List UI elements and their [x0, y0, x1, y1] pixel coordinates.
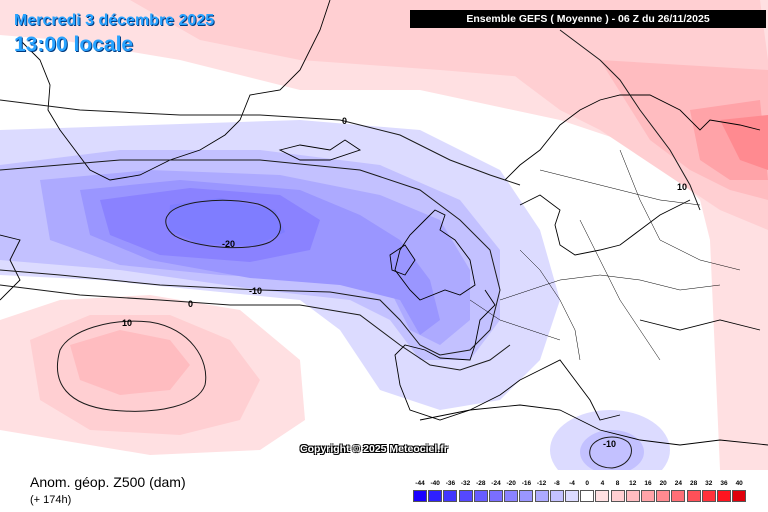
legend-swatch: [671, 490, 686, 502]
legend-swatch: [443, 490, 458, 502]
legend-swatch: [656, 490, 671, 502]
coastlines: [0, 0, 768, 446]
model-run-banner: Ensemble GEFS ( Moyenne ) - 06 Z du 26/1…: [410, 10, 766, 28]
legend-swatch: [732, 490, 747, 502]
legend-value: -40: [430, 480, 440, 487]
legend-swatch: [489, 490, 503, 502]
legend-swatch: [641, 490, 655, 502]
geopotential-anomaly-map: 0 -20 -10 0 10 10 -10: [0, 0, 768, 470]
legend-value: 24: [674, 480, 682, 487]
isoline-minus-10: [0, 159, 501, 356]
legend-swatch: [701, 490, 716, 502]
legend-value: 40: [735, 480, 743, 487]
legend-swatch: [473, 490, 488, 502]
legend-swatch: [519, 490, 534, 502]
legend-swatch: [717, 490, 731, 502]
isoline-label: -10: [249, 286, 262, 296]
lead-time: (+ 174h): [30, 494, 72, 506]
legend-value: 36: [720, 480, 728, 487]
legend-value: 0: [585, 480, 589, 487]
map-footer: [0, 470, 768, 512]
isoline-minus-20: [165, 199, 281, 249]
legend-value: -36: [445, 480, 456, 487]
legend-value: 12: [629, 480, 637, 487]
legend-swatch: [504, 490, 519, 502]
field-label: Anom. géop. Z500 (dam): [30, 474, 186, 490]
legend-value: -28: [476, 480, 486, 487]
copyright-notice: Copyright © 2025 Meteociel.fr: [300, 443, 448, 455]
anomaly-shading: [0, 0, 768, 470]
isolines: [0, 29, 701, 469]
legend-swatch: [686, 490, 701, 502]
legend-swatch: [610, 490, 625, 502]
legend-value: 28: [689, 480, 698, 487]
legend-value: 16: [644, 480, 652, 487]
legend-swatch: [595, 490, 610, 502]
isoline-zero-north: [0, 99, 521, 186]
isoline-label: 0: [188, 299, 193, 309]
legend-swatch: [458, 490, 473, 502]
legend-swatch: [413, 490, 427, 502]
isoline-minus-10-south: [589, 436, 632, 469]
isoline-label: -20: [222, 239, 235, 249]
isoline-label: 10: [677, 182, 687, 192]
legend-swatch: [549, 490, 564, 502]
legend-value: -44: [415, 480, 425, 487]
legend-swatch: [580, 490, 595, 502]
legend-value: 8: [615, 480, 620, 487]
isoline-zero-south: [0, 284, 511, 371]
legend-value: -20: [506, 480, 516, 487]
country-borders: [469, 149, 741, 361]
legend-value: 20: [659, 480, 667, 487]
legend-swatch: [625, 490, 640, 502]
isoline-plus-10-atlantic: [56, 320, 207, 412]
legend-value: -16: [521, 480, 532, 487]
legend-swatch: [565, 490, 579, 502]
forecast-local-time: 13:00 locale: [14, 33, 134, 56]
legend-swatch: [534, 490, 549, 502]
isoline-label: 10: [122, 318, 132, 328]
legend-value: -8: [553, 480, 560, 487]
color-legend: -44 -40 -36 -32 -28 -24 -20 -16 -12 -8 -4 0 4 8 12 16 20…: [413, 480, 752, 506]
isoline-label: -10: [603, 439, 616, 449]
legend-value: 4: [600, 480, 605, 487]
forecast-date: Mercredi 3 décembre 2025: [14, 12, 215, 29]
legend-value: -32: [460, 480, 471, 487]
legend-value: 32: [705, 480, 713, 487]
isoline-labels: 0 -20 -10 0 10 10 -10: [122, 116, 687, 449]
isoline-plus-10-east: [559, 29, 701, 211]
legend-value: -12: [536, 480, 547, 487]
legend-value: -4: [569, 480, 575, 487]
isoline-label: 0: [342, 116, 347, 126]
legend-value: -24: [491, 480, 501, 487]
legend-swatch: [428, 490, 443, 502]
